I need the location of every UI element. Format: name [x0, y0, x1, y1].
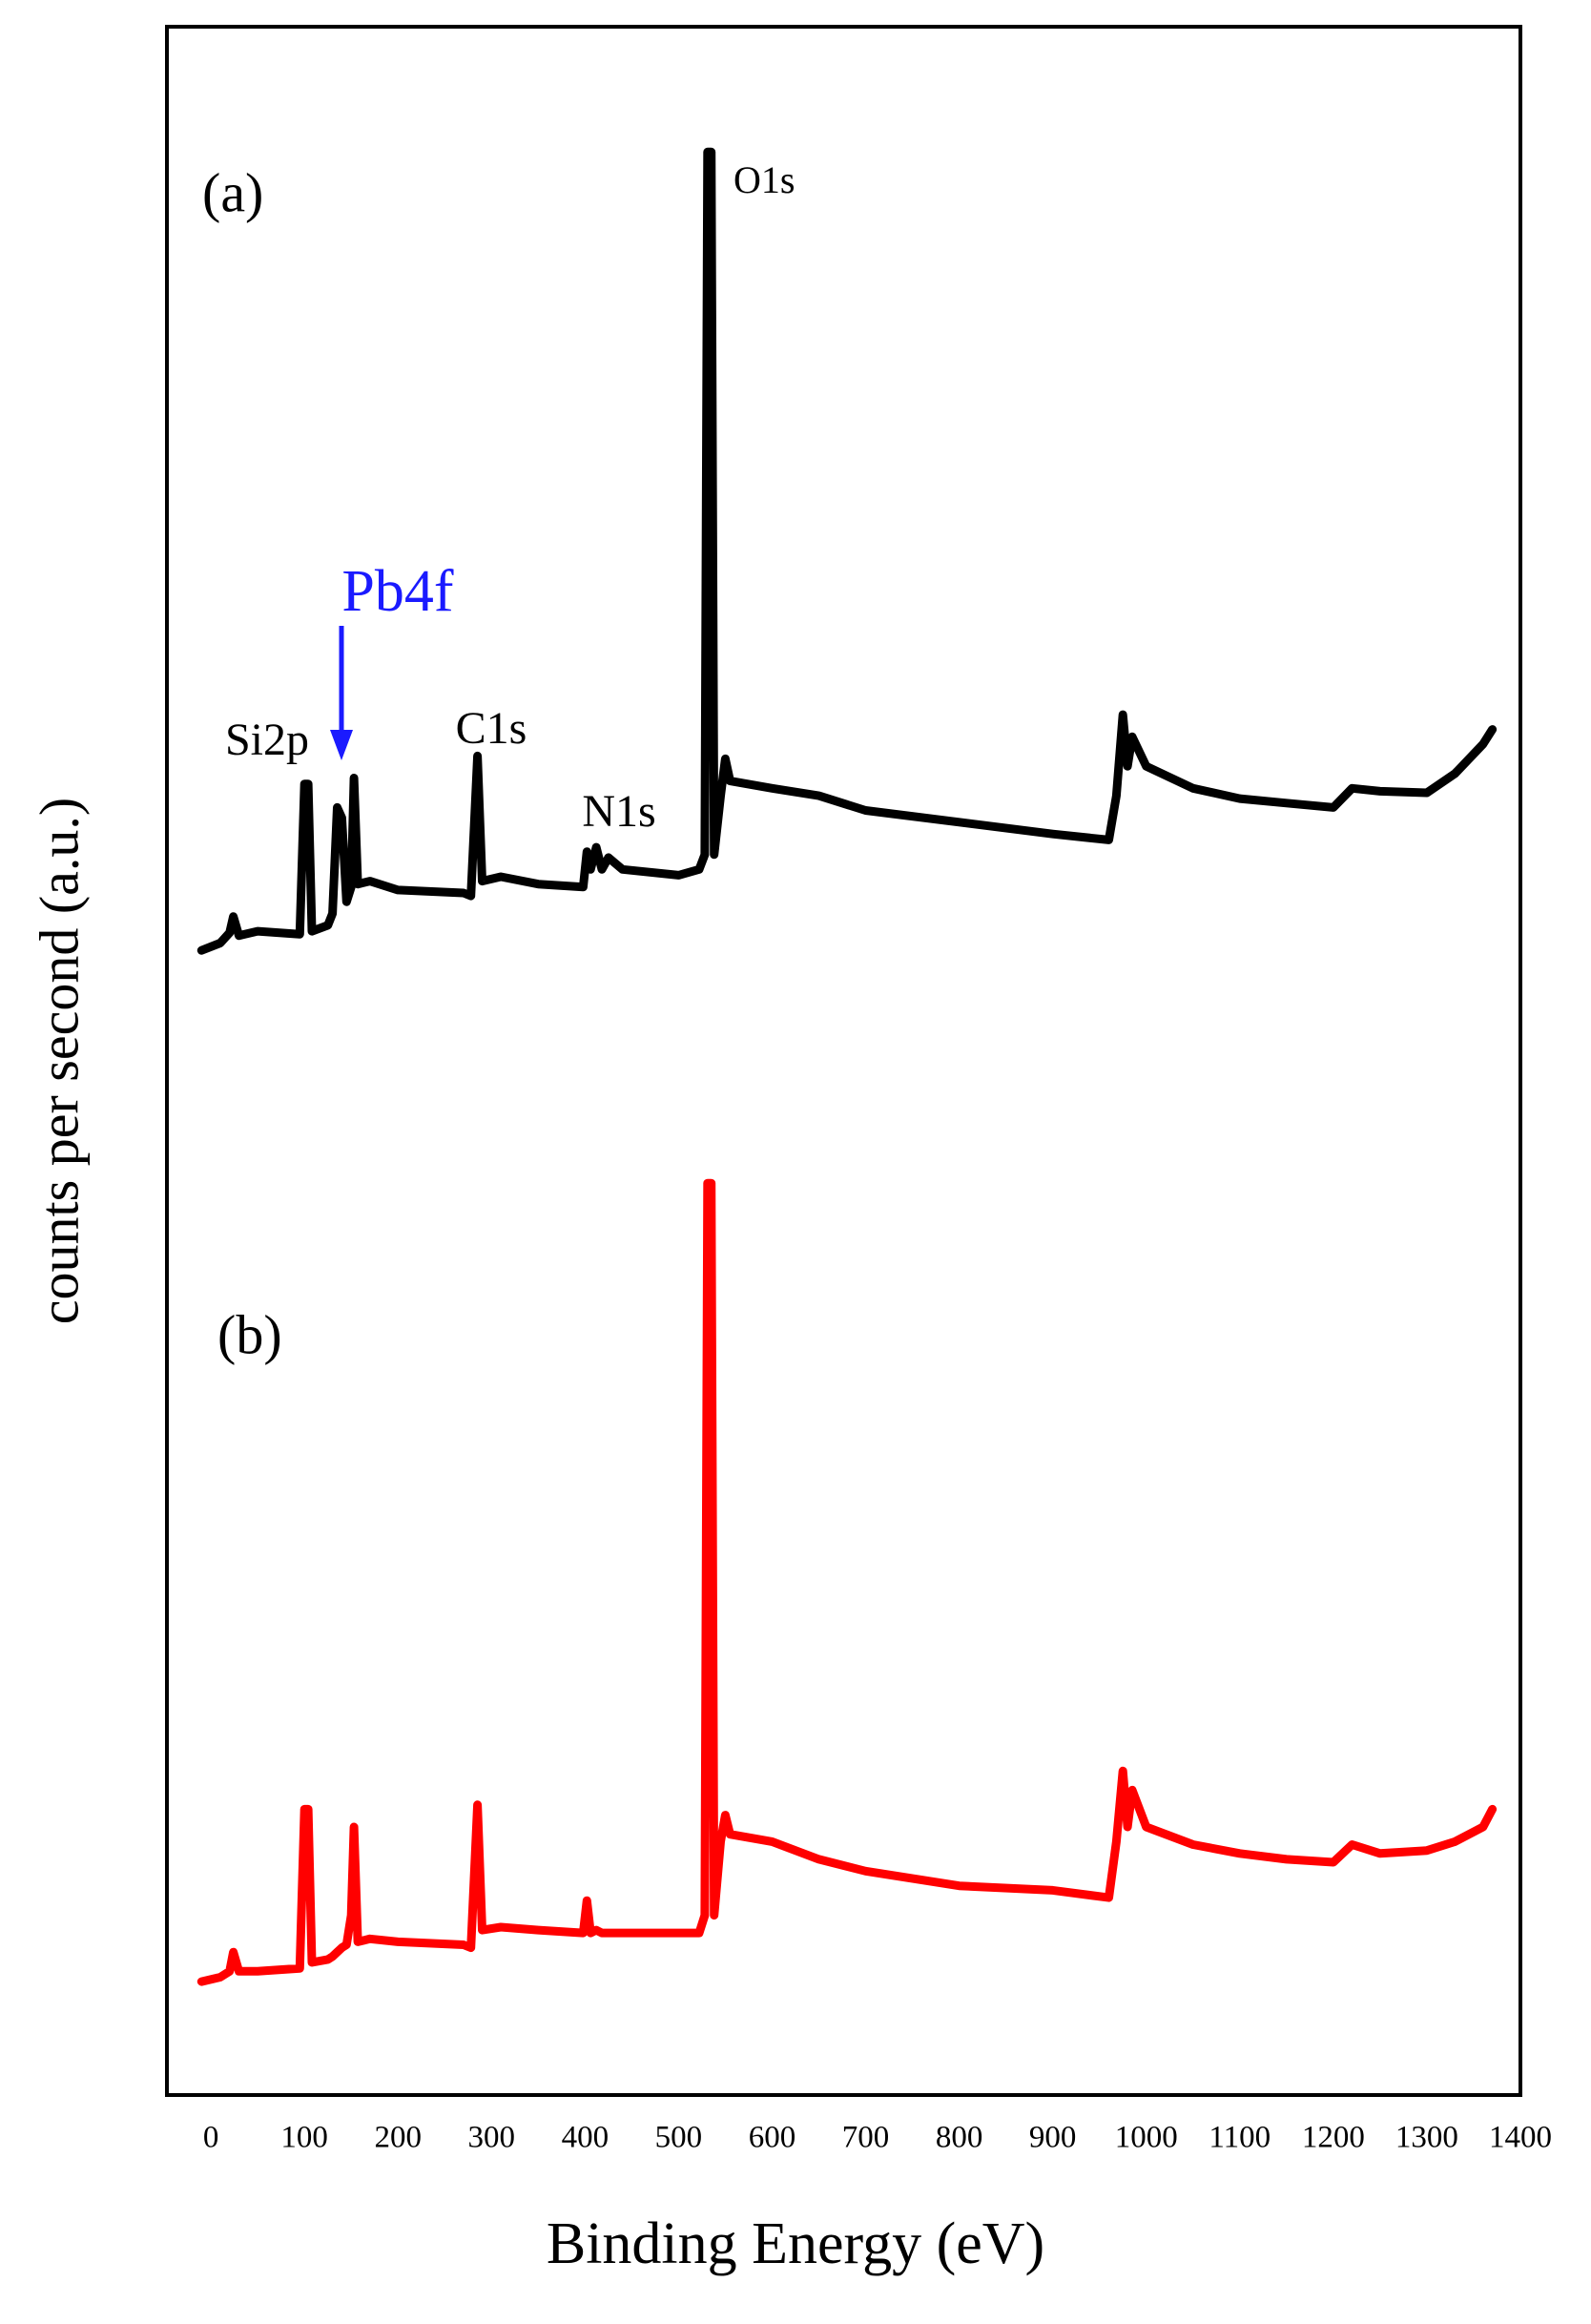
x-tick-label: 500	[655, 2121, 703, 2155]
x-tick-label: 100	[280, 2121, 328, 2155]
peak-label: Si2p	[225, 715, 309, 765]
peak-label: C1s	[456, 703, 527, 754]
x-tick-label: 400	[562, 2121, 610, 2155]
x-axis-title: Binding Energy (eV)	[547, 2211, 1044, 2276]
x-tick-label: 700	[842, 2121, 890, 2155]
peak-label: N1s	[582, 786, 655, 837]
spectrum-line	[196, 1178, 1498, 1986]
x-tick-label: 1100	[1209, 2121, 1271, 2155]
y-axis-title: counts per second (a.u.)	[28, 798, 90, 1324]
panel-label: (a)	[202, 161, 263, 223]
x-tick-label: 800	[936, 2121, 983, 2155]
x-tick-label: 1300	[1395, 2121, 1458, 2155]
pb4f-arrowhead	[330, 730, 353, 760]
x-tick-label: 600	[749, 2121, 796, 2155]
x-tick-label: 300	[468, 2121, 516, 2155]
x-tick-label: 0	[203, 2121, 219, 2155]
plot-frame	[165, 25, 1522, 2097]
spectrum-line	[196, 147, 1498, 955]
peak-label: Pb4f	[341, 559, 453, 624]
x-tick-label: 900	[1029, 2121, 1077, 2155]
peak-label: O1s	[734, 158, 795, 201]
x-tick-label: 1000	[1115, 2121, 1178, 2155]
panel-label: (b)	[217, 1303, 282, 1365]
x-tick-label: 200	[374, 2121, 422, 2155]
x-tick-label: 1400	[1489, 2121, 1552, 2155]
x-tick-label: 1200	[1302, 2121, 1365, 2155]
